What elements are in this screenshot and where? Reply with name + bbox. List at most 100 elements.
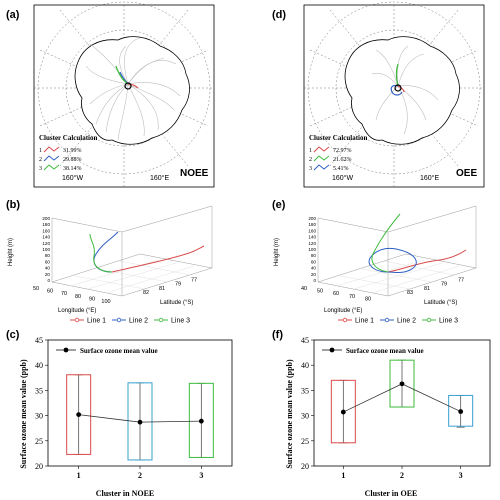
legend-label-c: Surface ozone mean value — [80, 347, 158, 355]
x-tick-label-c: 3 — [199, 471, 203, 480]
lat-tick-label-b: 79 — [175, 282, 181, 288]
box-c — [188, 382, 214, 458]
trajectory-3d-panel-e: (e) Height (m) 2001801601401201008060402… — [272, 199, 477, 325]
z-axis-label-b: Height (m) — [8, 238, 14, 266]
cluster-legend-num-d: 2 — [309, 157, 312, 163]
z-tick-label-b: 40 — [45, 266, 51, 271]
z-tick-label-e: 20 — [311, 272, 317, 277]
legend-marker-e — [426, 317, 432, 323]
legend-marker-c — [63, 347, 69, 353]
lat-tick-label-e: 81 — [424, 286, 430, 292]
cluster-legend-num-d: 1 — [309, 148, 312, 154]
panel-label-f: (f) — [272, 329, 283, 341]
trajectory-line1-e — [387, 249, 467, 273]
y-tick-label-f: 30 — [301, 412, 309, 421]
z-tick-label-b: 160 — [42, 228, 50, 233]
cluster-legend-swatch-d — [313, 164, 330, 171]
y-tick-label-f: 45 — [301, 336, 309, 345]
cluster-legend-swatch-a — [43, 155, 60, 162]
y-tick-label-f: 40 — [301, 361, 309, 370]
lat-ticks-b: 82 81 79 77 — [143, 277, 197, 296]
legend-label-e: Line 1 — [355, 318, 374, 325]
legend-label-f: Surface ozone mean value — [346, 347, 424, 355]
lon-ticks-e: 40 50 60 70 80 — [301, 286, 371, 302]
lat-tick-label-e: 79 — [441, 282, 447, 288]
cluster-legend-swatch-d — [313, 146, 330, 153]
cluster-tracks-d — [390, 63, 405, 96]
y-axis-label-c: Surface ozone mean value (ppb) — [19, 359, 28, 469]
y-tick-label-c: 30 — [35, 412, 43, 421]
z-tick-label-b: 140 — [42, 235, 50, 240]
box-c — [66, 374, 92, 455]
lat-tick-label-b: 82 — [143, 290, 149, 296]
legend-label-e: Line 3 — [439, 318, 458, 325]
lon-tick-label-b: 90 — [89, 296, 95, 302]
lon-axis-label-e: Longitude (°E) — [324, 308, 362, 314]
cluster-legend-swatch-a — [43, 164, 60, 171]
z-tick-label-e: 120 — [308, 241, 316, 246]
panel-label-c: (c) — [6, 329, 20, 341]
map-panel-d: (d) 160°W — [272, 1, 485, 188]
legend-marker-b — [158, 317, 164, 323]
cluster-legend-num-d: 3 — [309, 166, 312, 172]
x-tick-label-c: 1 — [77, 471, 81, 480]
legend-label-b: Line 2 — [129, 318, 148, 325]
z-tick-label-b: 80 — [45, 253, 51, 258]
cluster-legend-pct-d: 72.97% — [333, 148, 352, 154]
antarctica-outline-a — [74, 36, 190, 145]
legend-label-b: Line 1 — [87, 318, 106, 325]
trajectory-bundle-d — [371, 45, 439, 135]
x-axis-label-c: Cluster in NOEE — [96, 489, 155, 498]
trajectory-3d-panel-b: (b) Height (m) 2001801601401201008060402… — [6, 199, 213, 325]
z-tick-label-e: 160 — [308, 228, 316, 233]
y-tick-label-c: 20 — [35, 462, 43, 471]
trajectory-line2-e — [368, 247, 417, 273]
map-tag-d: OEE — [456, 168, 477, 179]
legend-marker-b — [116, 317, 122, 323]
z-tick-label-e: 40 — [311, 266, 317, 271]
x-tick-label-f: 3 — [459, 471, 463, 480]
trajectory-line3-b — [89, 233, 113, 273]
lon-tick-label-e: 50 — [317, 289, 323, 295]
legend-marker-b — [74, 317, 80, 323]
cluster-legend-title-a: Cluster Calculation — [39, 134, 98, 142]
y-tick-label-c: 35 — [35, 386, 43, 395]
box-f — [389, 359, 415, 408]
cluster-legend-swatch-d — [313, 155, 330, 162]
mean-point-f — [458, 409, 464, 414]
z-tick-label-e: 0 — [313, 278, 316, 283]
y-tick-label-c: 40 — [35, 361, 43, 370]
lon-label-a-w: 160°W — [62, 174, 83, 182]
cluster-legend-pct-d: 5.41% — [333, 166, 349, 172]
cluster-legend-swatch-a — [43, 146, 60, 153]
lon-tick-label-b: 60 — [47, 289, 53, 295]
cluster-legend-pct-a: 29.88% — [63, 157, 82, 163]
box-chart-panel-c: (c) Surface ozone mean value (ppb) Clust… — [6, 329, 233, 498]
box-f — [330, 379, 356, 444]
z-tick-label-b: 0 — [47, 278, 50, 283]
cluster-legend-a: Cluster Calculation 1 31.99% 2 29.88% 3 38.14… — [39, 134, 98, 172]
cluster-legend-pct-a: 38.14% — [63, 166, 82, 172]
cluster-legend-pct-a: 31.99% — [63, 148, 82, 154]
lon-tick-label-e: 80 — [365, 296, 371, 302]
cluster-legend-d: Cluster Calculation 1 72.97% 2 21.62% 3 5.41% — [309, 134, 368, 172]
cluster-legend-pct-d: 21.62% — [333, 157, 352, 163]
map-tag-a: NOEE — [180, 168, 209, 179]
map-panel-a: (a) — [6, 1, 215, 188]
lon-label-d-w: 160°W — [332, 174, 353, 182]
y-tick-label-f: 35 — [301, 386, 309, 395]
lon-tick-label-e: 60 — [333, 291, 339, 297]
trajectory-bundle-a — [85, 37, 181, 141]
mean-point-f — [340, 409, 346, 415]
z-tick-label-e: 140 — [308, 235, 316, 240]
y-tick-label-c: 25 — [35, 437, 43, 446]
station-marker-d — [394, 84, 402, 92]
axes-box-b — [51, 205, 213, 297]
grid-lines-e — [335, 259, 461, 294]
z-tick-label-b: 20 — [45, 272, 51, 277]
z-tick-label-e: 180 — [308, 222, 316, 227]
trajectory-line2-b — [93, 231, 119, 273]
lon-axis-label-b: Longitude (°E) — [58, 308, 96, 314]
lon-label-a-e: 160°E — [150, 174, 169, 182]
